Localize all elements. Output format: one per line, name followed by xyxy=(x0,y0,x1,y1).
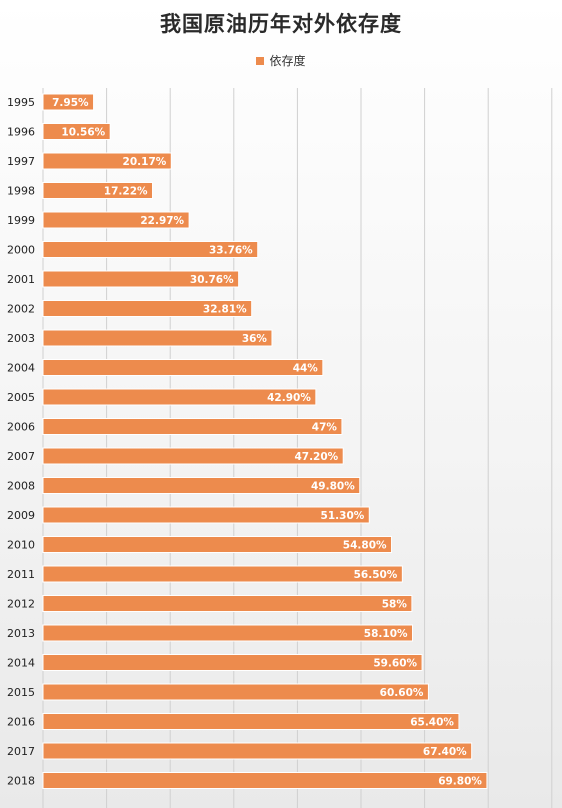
data-label: 58.10% xyxy=(364,628,408,640)
bar xyxy=(42,329,273,347)
bar xyxy=(42,182,154,199)
bar xyxy=(42,447,344,465)
y-tick-label: 2015 xyxy=(7,686,35,699)
data-label: 51.30% xyxy=(321,510,365,522)
data-label: 33.76% xyxy=(209,245,253,257)
y-tick-label: 2013 xyxy=(7,627,35,640)
bar xyxy=(42,477,361,494)
bar xyxy=(42,536,393,553)
legend: 依存度 xyxy=(0,52,562,69)
y-tick-label: 2009 xyxy=(7,509,35,522)
data-label: 54.80% xyxy=(343,540,387,552)
data-label: 65.40% xyxy=(410,717,454,729)
y-tick-label: 2018 xyxy=(7,775,35,788)
y-tick-label: 2011 xyxy=(7,568,35,581)
data-label: 30.76% xyxy=(190,274,234,286)
y-tick-label: 2007 xyxy=(7,450,35,463)
bar xyxy=(42,654,423,671)
bar xyxy=(42,93,95,111)
bar xyxy=(42,624,414,642)
y-tick-label: 2006 xyxy=(7,421,35,434)
y-tick-label: 2016 xyxy=(7,716,35,729)
y-tick-label: 2010 xyxy=(7,539,35,552)
data-label: 42.90% xyxy=(267,392,311,404)
legend-swatch xyxy=(256,56,265,65)
y-tick-label: 2001 xyxy=(7,273,35,286)
bar xyxy=(42,241,259,258)
bar xyxy=(42,772,488,789)
y-tick-label: 2008 xyxy=(7,480,35,493)
y-tick-label: 2000 xyxy=(7,244,35,257)
y-tick-label: 2017 xyxy=(7,745,35,758)
data-label: 44% xyxy=(293,363,319,375)
bar xyxy=(42,152,172,170)
data-label: 59.60% xyxy=(373,658,417,670)
chart-title: 我国原油历年对外依存度 xyxy=(160,11,402,36)
data-label: 60.60% xyxy=(380,687,424,699)
data-label: 58% xyxy=(382,599,408,611)
data-label: 10.56% xyxy=(61,127,105,139)
y-tick-label: 1996 xyxy=(7,126,35,139)
y-tick-label: 1995 xyxy=(7,96,35,109)
data-label: 56.50% xyxy=(354,569,398,581)
bar xyxy=(42,713,460,730)
y-tick-label: 2005 xyxy=(7,391,35,404)
bar xyxy=(42,742,473,760)
data-label: 17.22% xyxy=(104,186,148,198)
bar xyxy=(42,359,324,376)
y-tick-label: 2004 xyxy=(7,362,35,375)
bar xyxy=(42,506,370,524)
bar xyxy=(42,595,413,612)
y-tick-label: 2012 xyxy=(7,598,35,611)
bar xyxy=(42,300,253,317)
bar xyxy=(42,388,317,406)
bar xyxy=(42,211,190,229)
data-label: 69.80% xyxy=(438,776,482,788)
bar xyxy=(42,683,429,701)
bar xyxy=(42,123,111,140)
data-label: 22.97% xyxy=(140,215,184,227)
y-tick-label: 1997 xyxy=(7,155,35,168)
bar xyxy=(42,418,343,435)
data-label: 47.20% xyxy=(294,451,338,463)
y-tick-label: 1998 xyxy=(7,185,35,198)
data-label: 32.81% xyxy=(203,304,247,316)
data-label: 67.40% xyxy=(423,746,467,758)
data-label: 49.80% xyxy=(311,481,355,493)
y-tick-label: 2002 xyxy=(7,303,35,316)
data-label: 36% xyxy=(242,333,268,345)
y-tick-label: 2014 xyxy=(7,657,35,670)
y-tick-label: 2003 xyxy=(7,332,35,345)
y-tick-label: 1999 xyxy=(7,214,35,227)
bar xyxy=(42,565,403,583)
bar xyxy=(42,270,240,288)
data-label: 7.95% xyxy=(52,97,89,109)
data-label: 47% xyxy=(312,422,338,434)
data-label: 20.17% xyxy=(123,156,167,168)
legend-label: 依存度 xyxy=(269,54,306,68)
